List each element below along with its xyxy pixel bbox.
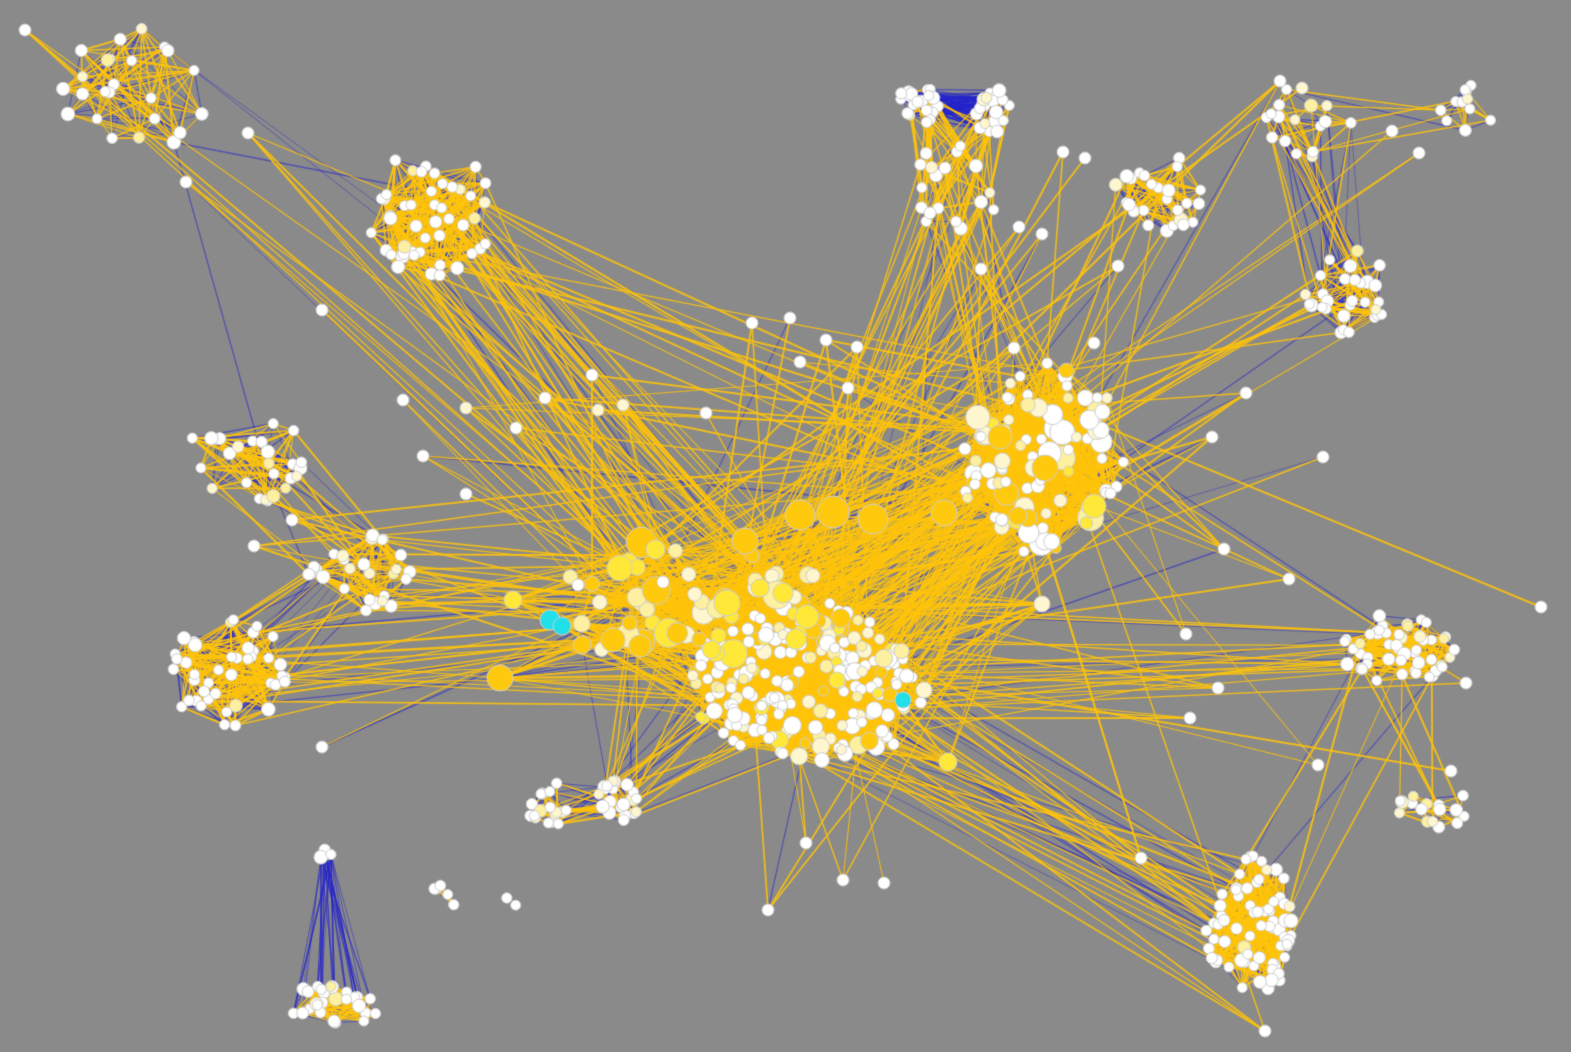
network-graph-visualization[interactable] [0, 0, 1571, 1052]
graph-canvas[interactable] [0, 0, 1571, 1052]
